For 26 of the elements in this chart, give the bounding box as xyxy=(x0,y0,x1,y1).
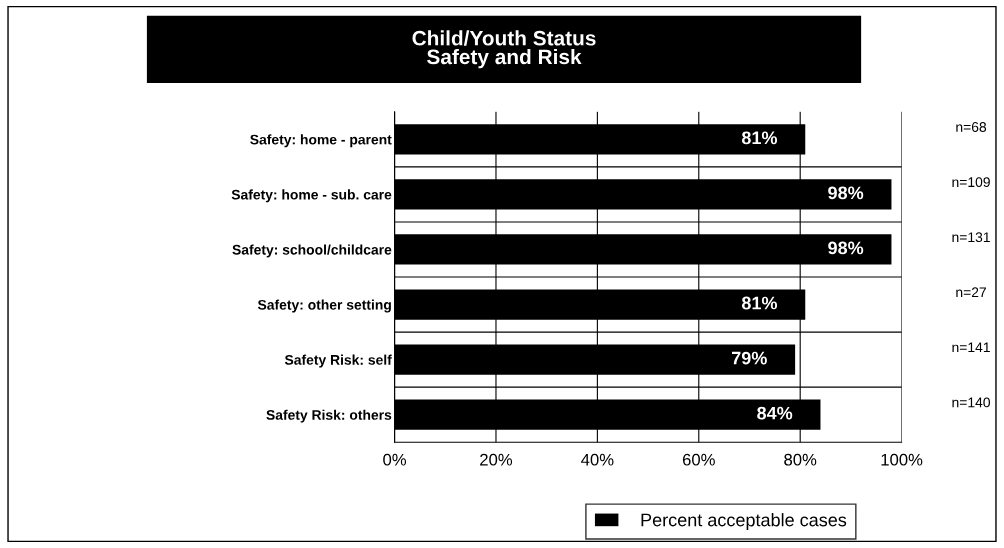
text: n=140 xyxy=(952,397,990,408)
x-tick-label: 80% xyxy=(784,453,817,466)
text: n=131 xyxy=(952,232,990,243)
x-tick-label: 100% xyxy=(881,453,923,466)
x-tick-label: 20% xyxy=(480,453,513,466)
data-label: 81% xyxy=(741,131,778,145)
text: n=109 xyxy=(952,177,990,188)
data-label: 81% xyxy=(741,296,778,310)
x-tick-label: 60% xyxy=(682,453,715,466)
y-tick-label: Safety Risk: others xyxy=(266,409,392,423)
x-tick-label: 40% xyxy=(581,453,614,466)
chart-title: Child/Youth Status Safety and Risk xyxy=(412,30,596,69)
text: n=141 xyxy=(952,342,990,353)
data-label: 79% xyxy=(732,351,767,365)
y-tick-label: Safety: home - parent xyxy=(250,134,392,148)
y-tick-label: Safety: school/childcare xyxy=(232,244,392,258)
data-label: 98% xyxy=(828,241,864,255)
y-tick-label: Safety Risk: self xyxy=(284,354,392,368)
data-label: 84% xyxy=(757,406,793,420)
x-tick-label: 0% xyxy=(383,453,407,466)
text: n=68 xyxy=(956,122,987,132)
y-tick-label: Safety: other setting xyxy=(257,299,391,313)
text: n=27 xyxy=(956,287,986,298)
legend-label: Percent acceptable cases xyxy=(641,513,847,530)
data-label: 98% xyxy=(828,186,864,200)
y-tick-label: Safety: home - sub. care xyxy=(231,189,392,203)
